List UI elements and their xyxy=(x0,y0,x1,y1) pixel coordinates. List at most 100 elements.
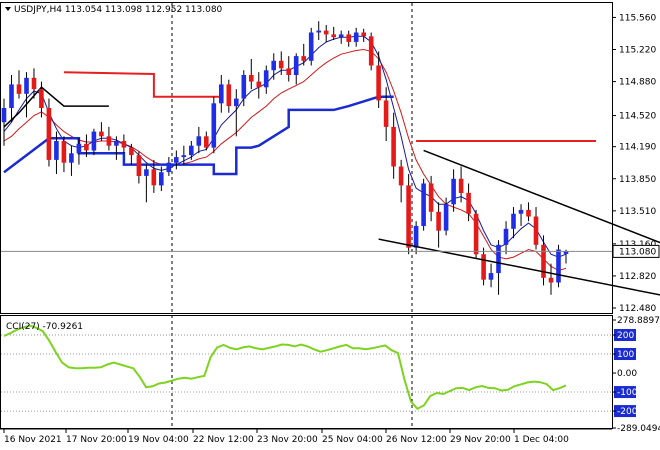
candlesticks xyxy=(1,21,569,295)
candle-body xyxy=(436,211,441,231)
time-axis: 16 Nov 2021 17 Nov 20:00 19 Nov 04:00 22 No… xyxy=(0,428,612,445)
candle-6 xyxy=(46,98,52,167)
candle-54 xyxy=(406,174,411,255)
cci-tick-label: 278.8897 xyxy=(617,316,660,326)
candle-10 xyxy=(76,138,82,165)
cci-level-tag xyxy=(614,386,636,399)
candle-body xyxy=(211,103,217,148)
candle-body xyxy=(458,178,464,193)
price-tick-label: 113.850 xyxy=(619,175,656,185)
candle-body xyxy=(541,244,546,278)
candle-24 xyxy=(181,145,187,165)
candle-47 xyxy=(353,27,359,47)
cci-series xyxy=(3,324,567,411)
candle-body xyxy=(278,60,284,69)
current-price-label: 113.080 xyxy=(619,247,656,257)
price-tick-label: 114.190 xyxy=(619,143,656,153)
price-axis: 115.560 115.220 114.880 114.520 114.190 113.8… xyxy=(1,13,660,314)
candle-1 xyxy=(9,74,14,123)
red-level-early xyxy=(63,71,222,98)
candle-body xyxy=(443,204,449,231)
candle-44 xyxy=(331,26,336,41)
candle-body xyxy=(106,136,112,146)
candle-62 xyxy=(466,183,471,222)
candle-body xyxy=(286,68,291,75)
candle-45 xyxy=(338,30,344,44)
candle-55 xyxy=(413,221,419,255)
time-tick-label: 23 Nov 20:00 xyxy=(257,435,318,445)
candle-body xyxy=(166,162,172,173)
candle-14 xyxy=(106,126,112,151)
candle-39 xyxy=(293,53,299,85)
candle-body xyxy=(533,216,539,245)
price-tick-label: 113.510 xyxy=(619,207,656,217)
candle-body xyxy=(174,157,179,163)
candle-body xyxy=(159,172,164,186)
price-tick-label: 112.480 xyxy=(619,304,656,314)
candle-11 xyxy=(84,134,89,158)
candle-52 xyxy=(391,112,396,179)
candle-body xyxy=(413,225,419,248)
candle-41 xyxy=(308,27,314,66)
time-tick-label: 22 Nov 12:00 xyxy=(193,435,254,445)
candle-25 xyxy=(189,141,194,160)
candle-70 xyxy=(526,202,531,222)
candle-19 xyxy=(144,164,149,203)
candle-body xyxy=(249,75,254,82)
price-tick-label: 115.560 xyxy=(619,13,656,23)
candle-body xyxy=(376,65,381,101)
candle-body xyxy=(76,143,82,154)
cci-line xyxy=(3,324,567,411)
candle-body xyxy=(473,213,479,255)
cci-level-tag xyxy=(614,329,636,342)
candle-26 xyxy=(196,126,202,154)
collapse-triangle-icon[interactable] xyxy=(5,7,11,11)
candle-63 xyxy=(473,209,479,259)
candle-22 xyxy=(166,157,172,176)
candle-71 xyxy=(533,207,539,250)
candle-body xyxy=(383,100,389,127)
cci-level-tag xyxy=(614,405,636,418)
candle-body xyxy=(9,84,14,108)
candle-40 xyxy=(301,43,306,66)
candle-body xyxy=(226,84,232,107)
candle-28 xyxy=(211,96,217,154)
candle-body xyxy=(84,143,89,151)
candle-66 xyxy=(496,240,501,295)
candle-body xyxy=(256,81,262,88)
lower-trendline[interactable] xyxy=(378,238,660,304)
candle-body xyxy=(391,126,396,167)
trendlines[interactable] xyxy=(378,149,660,304)
candle-body xyxy=(308,32,314,61)
cci-axis: 278.8897 200 100 0.00 -100 -200 -289.0494 xyxy=(612,316,660,434)
candle-body xyxy=(293,56,299,75)
candle-body xyxy=(204,136,209,148)
time-tick-label: 25 Nov 04:00 xyxy=(322,435,383,445)
candle-body xyxy=(496,244,501,274)
candle-body xyxy=(31,77,37,90)
candle-body xyxy=(316,30,321,33)
candle-46 xyxy=(346,30,351,47)
candle-31 xyxy=(234,89,239,137)
candle-13 xyxy=(99,122,104,142)
candle-9 xyxy=(69,145,74,176)
cci-tick-label: -200 xyxy=(617,407,638,417)
candle-body xyxy=(61,141,67,163)
candle-body xyxy=(338,34,344,38)
candle-56 xyxy=(421,178,426,231)
candle-body xyxy=(406,185,411,248)
time-tick-label: 26 Nov 12:00 xyxy=(386,435,447,445)
candle-body xyxy=(114,141,119,146)
candle-body xyxy=(451,178,456,205)
upper-trendline[interactable] xyxy=(423,149,660,255)
candle-body xyxy=(263,70,269,88)
cci-header: CCI(27) -70.9261 xyxy=(6,322,83,332)
candle-body xyxy=(421,183,426,226)
candle-65 xyxy=(488,263,494,288)
time-tick-label: 17 Nov 20:00 xyxy=(66,435,127,445)
candle-23 xyxy=(174,150,179,170)
candle-body xyxy=(346,34,351,42)
candle-body xyxy=(368,36,374,66)
time-tick-label: 29 Nov 20:00 xyxy=(450,435,511,445)
